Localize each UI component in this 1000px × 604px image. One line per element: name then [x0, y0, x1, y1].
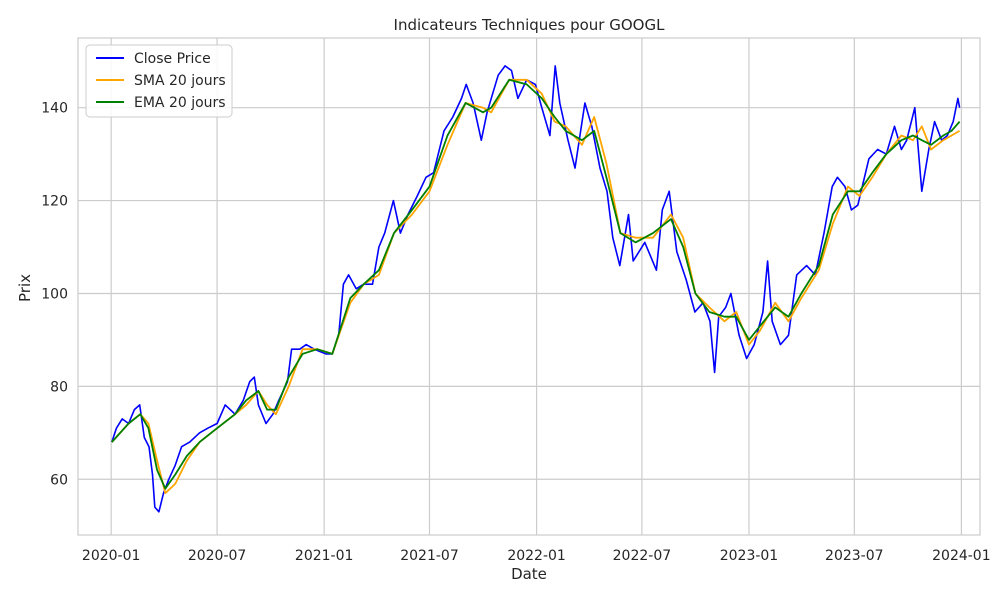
y-tick-label: 120: [41, 194, 68, 210]
x-tick-label: 2020-01: [82, 548, 141, 564]
tick-labels: 60 80 100 120 140 2020-01 2020-07 2021-01 2021-0…: [41, 101, 990, 564]
legend-label-sma: SMA 20 jours: [134, 73, 226, 89]
y-tick-label: 80: [50, 379, 68, 395]
chart-title: Indicateurs Techniques pour GOOGL: [394, 16, 666, 34]
plot-frame: [77, 37, 981, 536]
x-tick-label: 2022-07: [613, 548, 672, 564]
x-tick-label: 2021-07: [400, 548, 459, 564]
legend-box: [85, 44, 233, 118]
x-tick-label: 2020-07: [188, 548, 247, 564]
x-tick-label: 2021-01: [295, 548, 354, 564]
y-axis-label: Prix: [16, 274, 34, 302]
y-tick-label: 60: [50, 472, 68, 488]
x-tick-label: 2023-07: [825, 548, 884, 564]
series-lines: [111, 65, 961, 513]
ema-20-line: [111, 78, 961, 490]
legend: Close Price SMA 20 jours EMA 20 jours: [85, 44, 233, 118]
x-tick-label: 2024-01: [932, 548, 991, 564]
y-tick-label: 140: [41, 101, 68, 117]
grid-lines: [78, 38, 980, 535]
y-tick-label: 100: [41, 286, 68, 302]
x-axis-label: Date: [511, 565, 547, 583]
x-tick-label: 2022-01: [507, 548, 566, 564]
legend-label-close-price: Close Price: [134, 51, 211, 67]
legend-label-ema: EMA 20 jours: [134, 95, 226, 111]
x-tick-label: 2023-01: [720, 548, 779, 564]
